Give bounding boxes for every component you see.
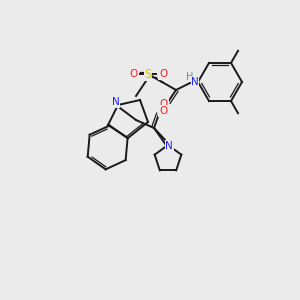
Text: N: N	[165, 141, 173, 151]
Text: H: H	[186, 72, 194, 82]
Text: N: N	[166, 140, 174, 150]
Text: O: O	[159, 106, 167, 116]
Text: S: S	[144, 68, 152, 80]
Text: O: O	[159, 69, 167, 79]
Text: N: N	[112, 97, 120, 107]
Text: O: O	[129, 69, 137, 79]
Text: O: O	[160, 99, 168, 109]
Text: N: N	[191, 77, 199, 87]
